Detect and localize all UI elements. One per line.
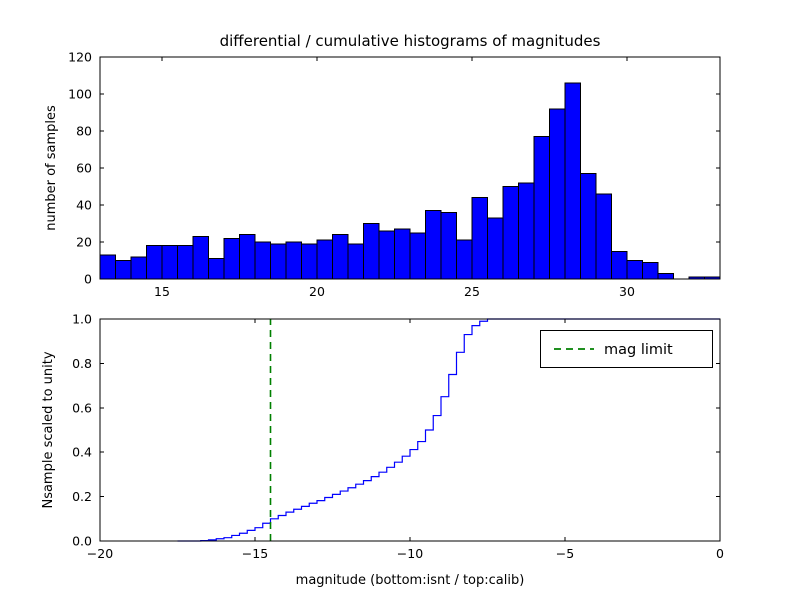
legend: mag limit [540,330,713,368]
histogram-bar [115,260,132,280]
histogram-bar [626,260,643,280]
bottom-ylabel: Nsample scaled to unity [41,351,56,508]
y-tick-label: 0.2 [72,489,92,504]
histogram-bar [270,243,287,280]
y-tick-label: 0 [84,272,92,287]
legend-label: mag limit [604,342,673,358]
histogram-bar [611,250,628,280]
x-tick-label: 30 [619,284,635,299]
y-tick-label: 0.0 [72,534,92,549]
histogram-bar [223,237,240,280]
histogram-bar [130,256,147,280]
top-ylabel: number of samples [44,105,59,231]
histogram-bar [332,234,349,280]
histogram-bar [285,241,302,280]
histogram-bar [487,217,504,280]
histogram-bar [409,232,426,280]
histogram-bar [394,228,411,280]
histogram-bar [642,261,659,280]
histogram-bar [549,108,566,280]
histogram-bar [301,243,318,280]
differential-histogram-plot: 15 20 25 30 0 20 40 60 80 100 120 [68,50,721,299]
x-tick-label: 20 [309,284,325,299]
histogram-bar [440,211,457,280]
histogram-bar [595,193,612,280]
x-tick-label: 0 [716,546,724,561]
histogram-bar [657,272,674,280]
y-tick-label: 100 [68,87,92,102]
y-tick-label: 0.8 [72,356,92,371]
x-tick-label: −15 [242,546,268,561]
histogram-bar [192,235,209,280]
y-tick-label: 80 [76,124,92,139]
histogram-bar [456,239,473,280]
histogram-bar [425,210,442,280]
y-tick-label: 0.4 [72,445,92,460]
histogram-bar [316,239,333,280]
x-tick-label: 15 [154,284,170,299]
x-tick-label: −20 [87,546,113,561]
axes-frame [99,56,721,280]
histogram-bar [363,223,380,280]
histogram-bar [502,186,519,280]
histogram-bar [208,258,225,280]
histogram-bar [161,245,178,280]
y-tick-label: 0.6 [72,400,92,415]
cumulative-step-line [177,318,720,542]
histogram-bar [347,243,364,280]
histogram-bar [254,241,271,280]
histogram-bar [533,136,550,280]
histogram-bar [99,254,116,280]
histogram-bar [471,197,488,280]
histogram-bar [146,245,163,280]
histogram-bar [580,173,597,280]
cumulative-histogram-plot: −20 −15 −10 −5 0 0.0 0.2 0.4 0.6 0.8 1.0 [72,312,724,562]
y-tick-label: 40 [76,198,92,213]
figure-title: differential / cumulative histograms of … [220,32,601,50]
x-tick-label: −10 [397,546,423,561]
x-tick-label: 25 [464,284,480,299]
histogram-bar [378,230,395,280]
bottom-xlabel: magnitude (bottom:isnt / top:calib) [296,573,525,588]
y-tick-label: 1.0 [72,312,92,327]
histogram-bar [239,234,256,280]
histogram-bar [518,182,535,280]
histogram-bar [177,245,194,280]
y-tick-label: 20 [76,235,92,250]
y-tick-label: 60 [76,161,92,176]
histogram-bar [564,82,581,280]
x-tick-label: −5 [556,546,574,561]
axes-frame [99,318,721,542]
histogram-bars [99,82,721,280]
y-tick-label: 120 [68,50,92,65]
